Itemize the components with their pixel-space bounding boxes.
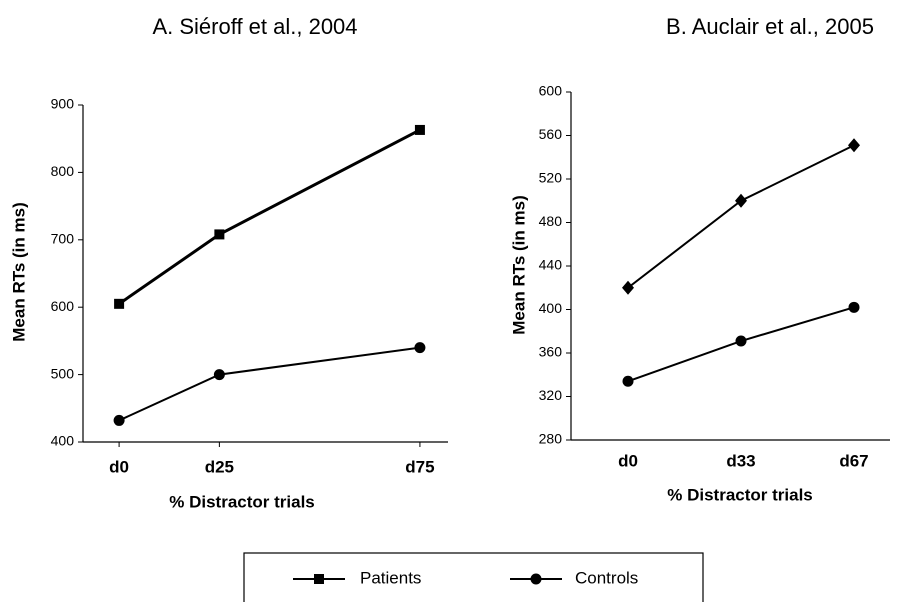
x-tick-label: d0 <box>618 451 638 470</box>
series-line <box>118 346 421 422</box>
legend-label: Patients <box>360 568 421 587</box>
legend-marker <box>314 574 324 584</box>
y-tick-label: 440 <box>539 257 563 273</box>
y-tick-label: 520 <box>539 170 563 186</box>
marker <box>735 193 747 208</box>
y-tick-label: 400 <box>51 433 75 449</box>
y-axis-label: Mean RTs (in ms) <box>509 195 528 334</box>
marker <box>214 229 225 240</box>
y-tick-label: 560 <box>539 126 563 142</box>
y-tick-label: 700 <box>51 231 75 247</box>
y-tick-label: 320 <box>539 387 563 403</box>
x-tick-label: d75 <box>405 457 434 476</box>
chart-title: B. Auclair et al., 2005 <box>666 14 874 39</box>
marker <box>735 335 747 347</box>
x-tick-label: d67 <box>839 451 868 470</box>
legend-marker <box>530 573 542 585</box>
marker <box>414 124 425 135</box>
series-line <box>118 128 421 306</box>
y-tick-label: 400 <box>539 300 563 316</box>
chart-title: A. Siéroff et al., 2004 <box>152 14 357 39</box>
x-tick-label: d0 <box>109 457 129 476</box>
y-tick-label: 280 <box>539 431 563 447</box>
marker <box>114 298 125 309</box>
series-line <box>627 144 855 289</box>
marker <box>113 414 125 426</box>
marker <box>848 301 860 313</box>
marker <box>622 280 634 295</box>
marker <box>213 369 225 381</box>
y-tick-label: 360 <box>539 344 563 360</box>
y-tick-label: 500 <box>51 365 75 381</box>
x-tick-label: d25 <box>205 457 234 476</box>
marker <box>848 138 860 153</box>
y-tick-label: 600 <box>539 83 563 99</box>
x-tick-label: d33 <box>726 451 755 470</box>
legend-label: Controls <box>575 568 638 587</box>
x-axis-label: % Distractor trials <box>667 485 813 504</box>
y-axis-label: Mean RTs (in ms) <box>9 202 28 341</box>
y-tick-label: 800 <box>51 163 75 179</box>
legend-box <box>243 552 704 602</box>
marker <box>414 342 426 354</box>
y-tick-label: 480 <box>539 213 563 229</box>
y-tick-label: 600 <box>51 298 75 314</box>
x-axis-label: % Distractor trials <box>169 492 315 511</box>
marker <box>622 375 634 387</box>
y-tick-label: 900 <box>51 96 75 112</box>
